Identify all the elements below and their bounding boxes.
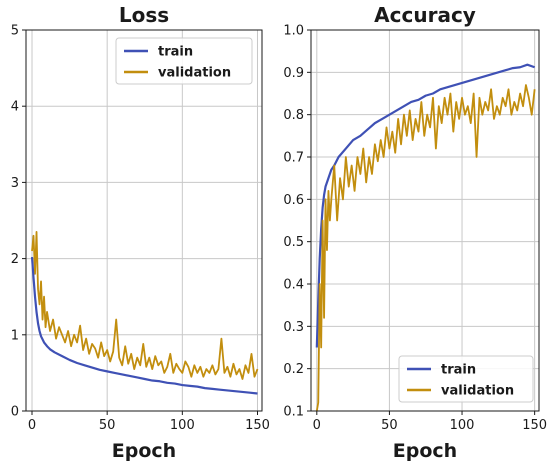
accuracy-series-group bbox=[315, 63, 536, 411]
accuracy-series-validation bbox=[315, 84, 536, 411]
loss-ytick-label: 4 bbox=[11, 100, 19, 115]
accuracy-title: Accuracy bbox=[374, 3, 476, 27]
loss-ytick-label: 3 bbox=[11, 176, 19, 191]
loss-plot-frame bbox=[25, 29, 263, 412]
accuracy-ytick-label: 0.1 bbox=[283, 405, 304, 420]
loss-xtick-label: 100 bbox=[170, 418, 195, 433]
accuracy-legend: train validation bbox=[398, 355, 534, 403]
accuracy-ytick-label: 0.7 bbox=[283, 151, 304, 166]
accuracy-legend-box bbox=[398, 355, 534, 403]
accuracy-ytick-label: 0.6 bbox=[283, 193, 304, 208]
accuracy-ytick-label: 1.0 bbox=[283, 24, 304, 39]
loss-chart: 0 50 100 150 0 1 2 3 4 5 Loss Epoch train validation bbox=[11, 3, 270, 462]
accuracy-legend-label-train: train bbox=[441, 363, 476, 378]
accuracy-ytick-label: 0.3 bbox=[283, 320, 304, 335]
loss-xtick-label: 150 bbox=[245, 418, 270, 433]
loss-legend-label-train: train bbox=[158, 45, 193, 60]
loss-series-train bbox=[30, 256, 258, 395]
accuracy-xtick-label: 100 bbox=[450, 418, 475, 433]
accuracy-xtick-label: 150 bbox=[522, 418, 547, 433]
accuracy-xtick-label: 50 bbox=[381, 418, 398, 433]
loss-ytick-label: 5 bbox=[11, 24, 19, 39]
accuracy-plot-frame bbox=[310, 29, 540, 412]
accuracy-ytick-label: 0.4 bbox=[283, 278, 304, 293]
loss-series-validation bbox=[31, 231, 259, 380]
loss-series-group bbox=[30, 231, 259, 395]
loss-xlabel: Epoch bbox=[112, 440, 176, 462]
accuracy-ytick-label: 0.2 bbox=[283, 362, 304, 377]
loss-ytick-label: 0 bbox=[11, 405, 19, 420]
accuracy-series-train bbox=[315, 63, 536, 348]
accuracy-xtick-label: 0 bbox=[313, 418, 321, 433]
loss-xtick-label: 50 bbox=[99, 418, 116, 433]
loss-ytick-label: 1 bbox=[11, 328, 19, 343]
loss-ytick-label: 2 bbox=[11, 252, 19, 267]
loss-legend-box bbox=[115, 37, 253, 85]
loss-title: Loss bbox=[119, 3, 169, 27]
accuracy-ytick-label: 0.8 bbox=[283, 108, 304, 123]
accuracy-xlabel: Epoch bbox=[393, 440, 457, 462]
loss-xtick-label: 0 bbox=[28, 418, 36, 433]
loss-legend-label-validation: validation bbox=[158, 66, 231, 81]
accuracy-ytick-label: 0.5 bbox=[283, 235, 304, 250]
loss-legend: train validation bbox=[115, 37, 253, 85]
accuracy-ytick-label: 0.9 bbox=[283, 66, 304, 81]
accuracy-chart: 0 50 100 150 0.1 0.2 0.3 0.4 0.5 0.6 0.7 0.8 0.9 1.0 A… bbox=[283, 3, 547, 462]
accuracy-legend-label-validation: validation bbox=[441, 384, 514, 399]
